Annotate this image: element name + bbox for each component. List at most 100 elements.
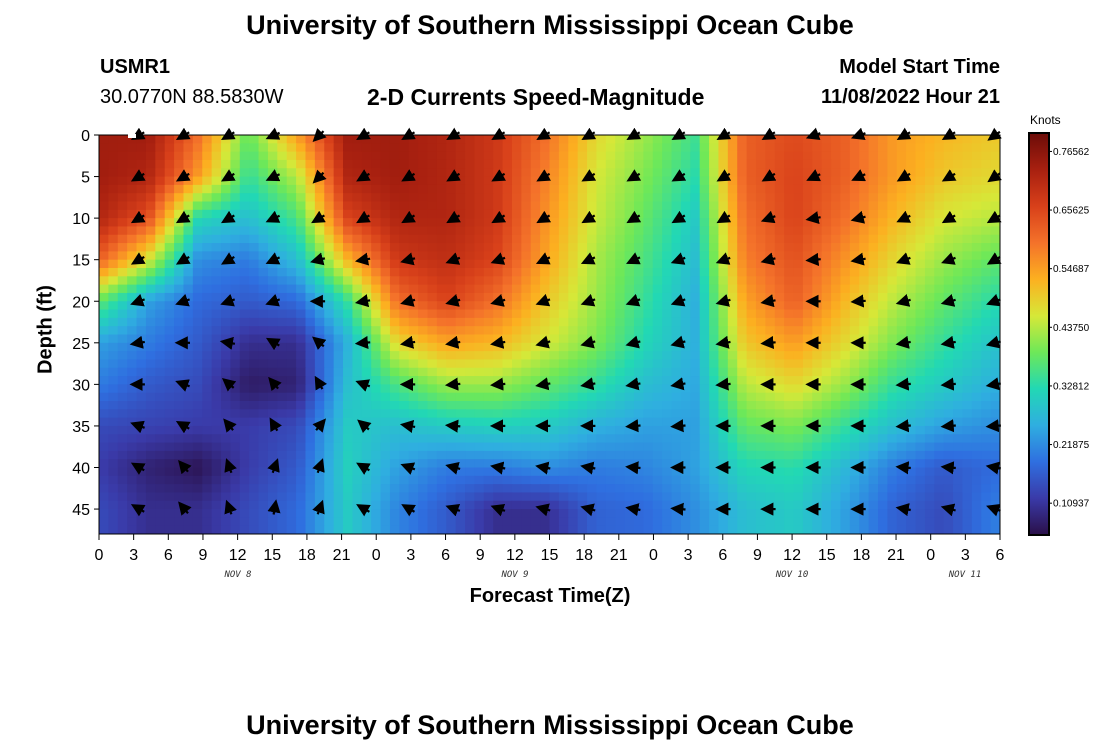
heatmap-cell bbox=[474, 459, 485, 469]
heatmap-cell bbox=[812, 517, 823, 527]
heatmap-cell bbox=[540, 268, 551, 277]
heatmap-cell bbox=[577, 359, 588, 369]
heatmap-cell bbox=[408, 359, 419, 369]
heatmap-cell bbox=[296, 209, 307, 219]
heatmap-cell bbox=[821, 251, 832, 261]
heatmap-cell bbox=[643, 135, 654, 144]
heatmap-cell bbox=[521, 401, 532, 410]
heatmap-cell bbox=[737, 309, 748, 319]
heatmap-cell bbox=[371, 334, 382, 344]
heatmap-cell bbox=[981, 467, 992, 477]
heatmap-cell bbox=[605, 259, 616, 269]
heatmap-cell bbox=[305, 259, 316, 269]
heatmap-cell bbox=[868, 251, 879, 261]
heatmap-cell bbox=[249, 317, 260, 327]
heatmap-cell bbox=[737, 268, 748, 277]
heatmap-cell bbox=[549, 442, 560, 452]
heatmap-cell bbox=[502, 143, 513, 153]
heatmap-cell bbox=[859, 184, 870, 194]
heatmap-cell bbox=[305, 168, 316, 178]
heatmap-cell bbox=[465, 509, 476, 518]
heatmap-cell bbox=[887, 492, 898, 502]
heatmap-cell bbox=[840, 193, 851, 203]
heatmap-cell bbox=[192, 367, 203, 377]
heatmap-cell bbox=[455, 317, 466, 327]
heatmap-cell bbox=[511, 392, 522, 402]
heatmap-cell bbox=[333, 384, 344, 394]
heatmap-cell bbox=[221, 434, 231, 444]
heatmap-cell bbox=[493, 475, 504, 485]
heatmap-cell bbox=[746, 351, 757, 361]
heatmap-cell bbox=[465, 392, 476, 402]
heatmap-cell bbox=[474, 401, 485, 410]
heatmap-cell bbox=[680, 276, 691, 286]
heatmap-cell bbox=[361, 276, 372, 286]
heatmap-cell bbox=[108, 425, 119, 435]
heatmap-cell bbox=[680, 525, 691, 534]
heatmap-cell bbox=[802, 284, 813, 294]
heatmap-cell bbox=[117, 475, 128, 485]
heatmap-cell bbox=[887, 392, 898, 402]
heatmap-cell bbox=[558, 417, 569, 427]
heatmap-cell bbox=[239, 401, 250, 410]
heatmap-cell bbox=[361, 392, 372, 402]
heatmap-cell bbox=[502, 500, 513, 510]
colorbar-tick-label: 0.65625 bbox=[1053, 206, 1090, 217]
heatmap-cell bbox=[127, 184, 138, 194]
heatmap-cell bbox=[859, 234, 870, 244]
heatmap-cell bbox=[906, 484, 917, 494]
heatmap-cell bbox=[755, 434, 766, 444]
heatmap-cell bbox=[502, 525, 513, 534]
current-arrow bbox=[760, 294, 776, 308]
heatmap-cell bbox=[145, 243, 156, 252]
heatmap-cell bbox=[877, 292, 888, 302]
heatmap-cell bbox=[286, 309, 297, 319]
heatmap-cell bbox=[577, 326, 588, 336]
heatmap-cell bbox=[521, 425, 532, 435]
heatmap-cell bbox=[117, 459, 128, 469]
heatmap-cell bbox=[127, 459, 138, 469]
current-arrow bbox=[355, 379, 371, 392]
heatmap-cell bbox=[652, 243, 663, 252]
heatmap-cell bbox=[718, 434, 729, 444]
heatmap-cell bbox=[540, 442, 551, 452]
heatmap-cell bbox=[399, 284, 410, 294]
heatmap-cell bbox=[192, 442, 203, 452]
heatmap-cell bbox=[511, 467, 522, 477]
heatmap-cell bbox=[192, 359, 203, 369]
heatmap-cell bbox=[296, 176, 307, 186]
current-arrow bbox=[986, 293, 1001, 307]
heatmap-cell bbox=[427, 342, 438, 352]
heatmap-cell bbox=[305, 301, 316, 311]
heatmap-cell bbox=[145, 500, 156, 510]
heatmap-cell bbox=[971, 425, 982, 435]
heatmap-cell bbox=[953, 500, 964, 510]
heatmap-cell bbox=[718, 484, 729, 494]
heatmap-cell bbox=[558, 309, 569, 319]
heatmap-cell bbox=[418, 184, 429, 194]
heatmap-cell bbox=[371, 276, 382, 286]
heatmap-cell bbox=[277, 159, 288, 169]
heatmap-cell bbox=[934, 209, 945, 219]
heatmap-cell bbox=[108, 450, 119, 460]
heatmap-cell bbox=[652, 184, 663, 194]
current-arrow bbox=[356, 169, 371, 182]
heatmap-cell bbox=[784, 143, 795, 153]
heatmap-cell bbox=[211, 151, 222, 161]
heatmap-cell bbox=[521, 284, 532, 294]
heatmap-cell bbox=[286, 135, 297, 144]
heatmap-cell bbox=[765, 401, 776, 410]
heatmap-cell bbox=[117, 201, 128, 211]
heatmap-cell bbox=[587, 425, 598, 435]
heatmap-cell bbox=[849, 367, 860, 377]
heatmap-cell bbox=[258, 326, 269, 336]
heatmap-cell bbox=[943, 284, 954, 294]
heatmap-cell bbox=[971, 259, 982, 269]
heatmap-cell bbox=[709, 159, 720, 169]
heatmap-cell bbox=[924, 184, 935, 194]
heatmap-cell bbox=[615, 209, 626, 219]
heatmap-cell bbox=[943, 525, 954, 534]
heatmap-cell bbox=[267, 475, 278, 485]
heatmap-cell bbox=[314, 351, 325, 361]
heatmap-cell bbox=[446, 484, 457, 494]
